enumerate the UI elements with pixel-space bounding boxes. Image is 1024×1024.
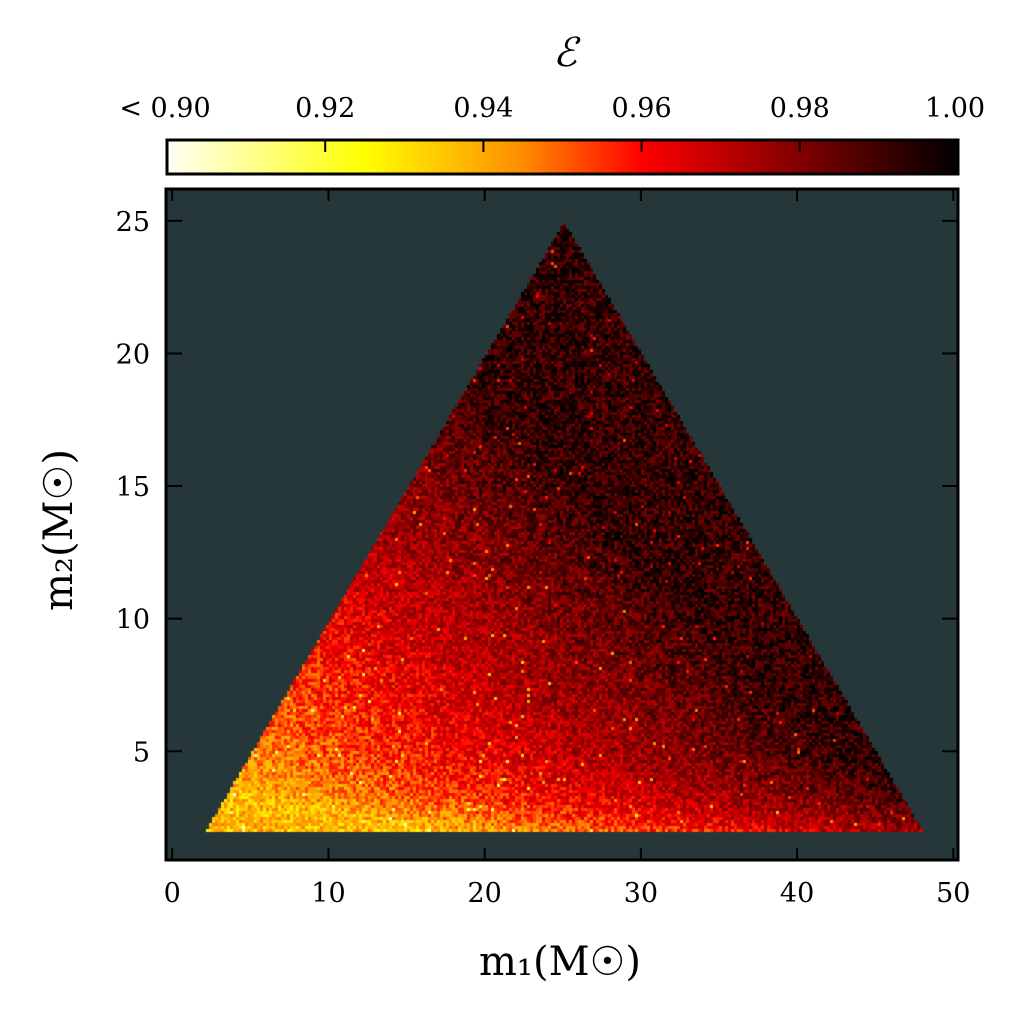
x-tick-label: 10 (311, 878, 345, 909)
y-tick-label: 15 (116, 472, 150, 503)
x-tick-label: 30 (624, 878, 658, 909)
colorbar-tick-label: < 0.90 (119, 93, 210, 124)
x-tick-label: 40 (780, 878, 814, 909)
y-tick-label: 20 (116, 339, 150, 370)
colorbar-tick-label: 0.96 (612, 93, 672, 124)
colorbar-tick-label: 0.98 (770, 93, 830, 124)
x-tick-label: 0 (164, 878, 181, 909)
x-axis-label: m₁(M☉) (479, 939, 641, 985)
y-tick-label: 5 (133, 737, 150, 768)
y-tick-label: 25 (116, 207, 150, 238)
plot-area (164, 187, 960, 862)
y-axis-label: m₂(M☉) (36, 449, 82, 611)
colorbar-tick-label: 0.92 (295, 93, 355, 124)
y-tick-label: 10 (116, 605, 150, 636)
x-tick-label: 20 (467, 878, 501, 909)
x-tick-label: 50 (936, 878, 970, 909)
colorbar-title: ℰ (553, 30, 581, 76)
colorbar-tick-label: 0.94 (453, 93, 513, 124)
colorbar (165, 138, 960, 176)
colorbar-tick-label: 1.00 (925, 93, 985, 124)
